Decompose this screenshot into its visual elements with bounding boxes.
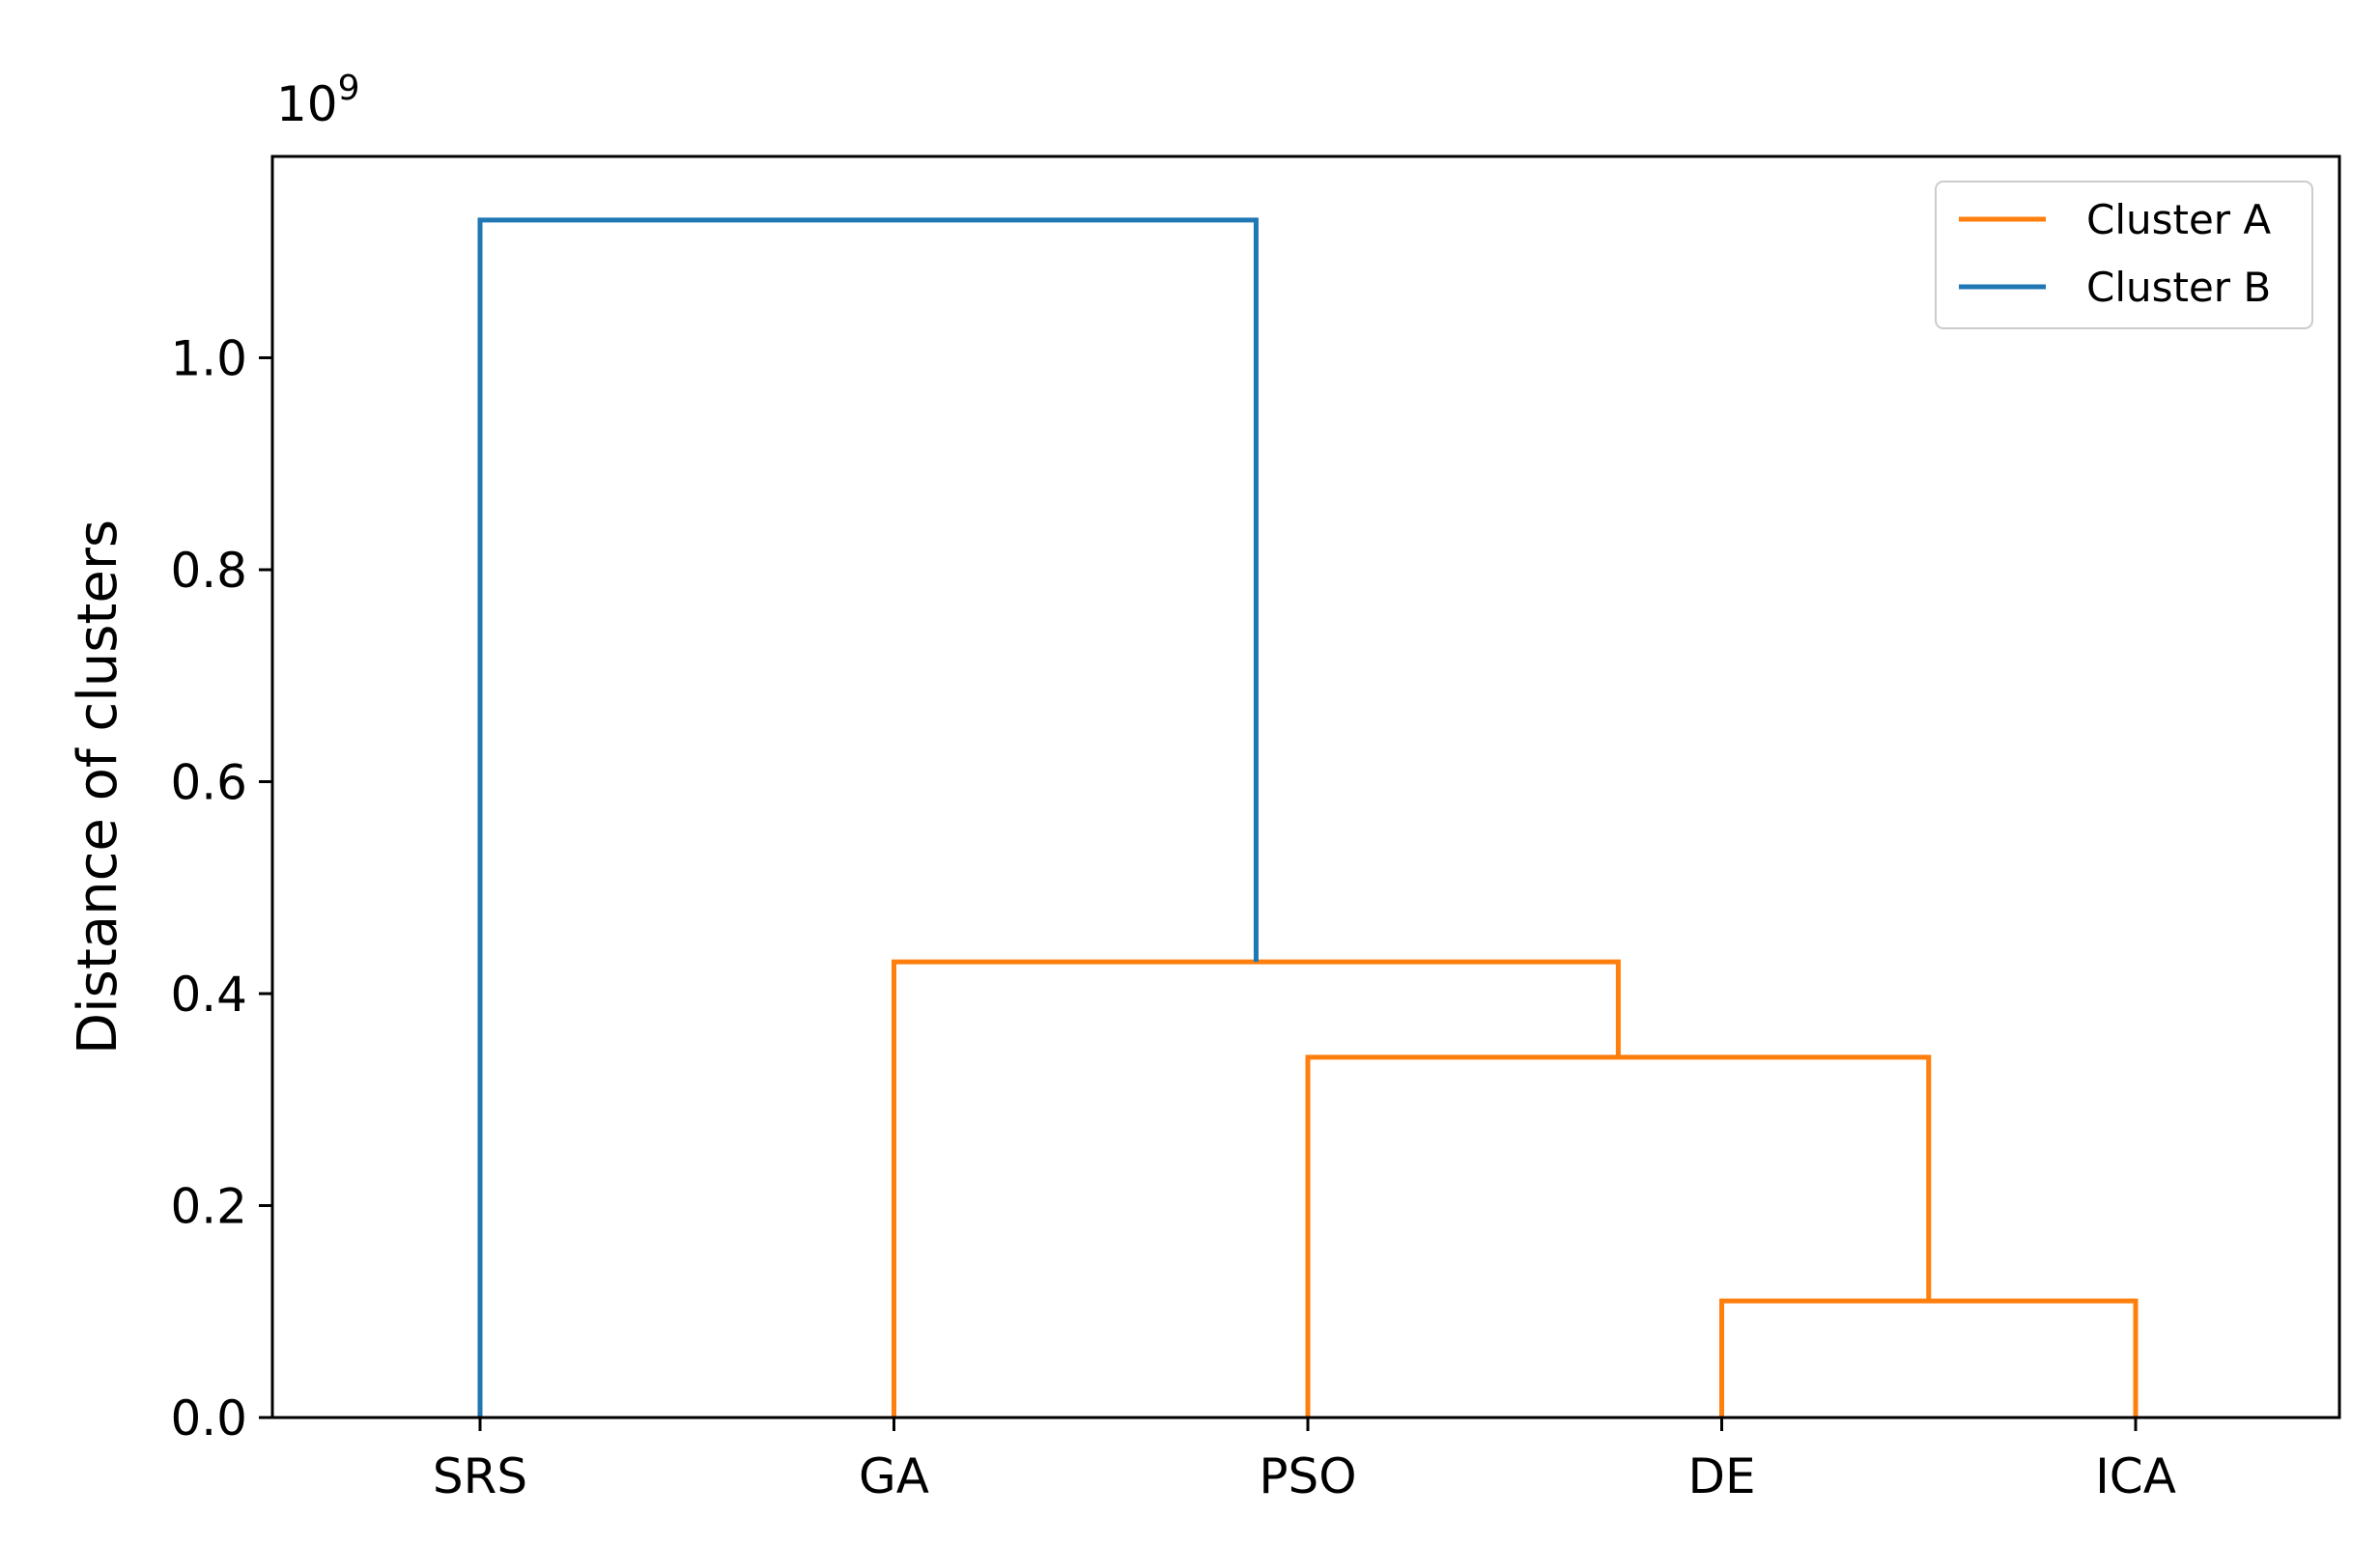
y-tick-label: 0.0	[170, 1390, 247, 1447]
y-tick-label: 0.6	[170, 755, 247, 811]
dendrogram-link	[1719, 1298, 2139, 1418]
y-tick-label: 1.0	[170, 331, 247, 387]
x-tick-label: SRS	[433, 1448, 527, 1504]
legend-label: Cluster B	[2086, 264, 2271, 311]
legend-label: Cluster A	[2086, 196, 2271, 243]
legend: Cluster A Cluster B	[1935, 181, 2313, 329]
x-tick-label: DE	[1687, 1448, 1755, 1504]
x-tick-label: PSO	[1259, 1448, 1356, 1504]
y-tick-label: 0.2	[170, 1179, 247, 1235]
x-tick-label: GA	[859, 1448, 929, 1504]
x-tick-label: ICA	[2095, 1448, 2176, 1504]
y-scale-base: 10	[276, 76, 338, 132]
dendrogram-links	[477, 217, 2139, 1418]
x-axis: SRS GA PSO DE ICA	[433, 1418, 2176, 1504]
y-axis: 0.0 0.2 0.4 0.6 0.8 1.0	[170, 331, 272, 1447]
y-tick-label: 0.8	[170, 543, 247, 599]
dendrogram-link	[1305, 1054, 1932, 1418]
y-scale-multiplier: 109	[276, 69, 360, 132]
y-axis-title: Distance of clusters	[67, 520, 129, 1054]
plot-area-frame	[270, 154, 2341, 1419]
y-scale-exponent: 9	[338, 69, 360, 108]
dendrogram-link	[477, 217, 1259, 1418]
y-tick-label: 0.4	[170, 967, 247, 1023]
